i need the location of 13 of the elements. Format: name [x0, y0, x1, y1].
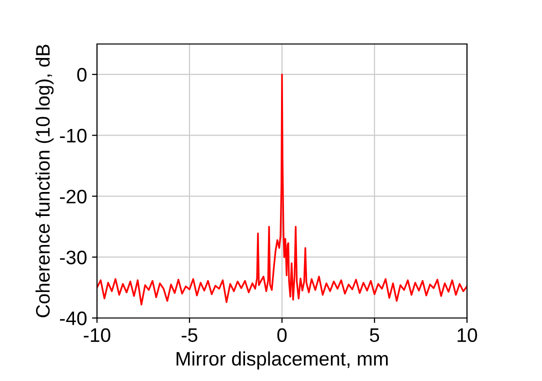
x-tick-label: 10 [458, 328, 478, 342]
line-series [97, 74, 467, 306]
x-tick-label: 0 [277, 328, 287, 342]
x-axis-title: Mirror displacement, mm [176, 351, 388, 370]
x-tick-label: 5 [370, 328, 380, 342]
y-axis-title: Coherence function (10 log), dB [35, 44, 54, 318]
y-tick-label: -40 [60, 311, 87, 326]
x-tick-label: -10 [84, 328, 110, 342]
x-tick-label: -5 [182, 328, 198, 342]
y-tick-label: -10 [60, 128, 87, 143]
y-tick-label: -30 [60, 250, 87, 264]
y-tick-label: -20 [60, 190, 87, 204]
y-tick-label: 0 [77, 68, 87, 82]
